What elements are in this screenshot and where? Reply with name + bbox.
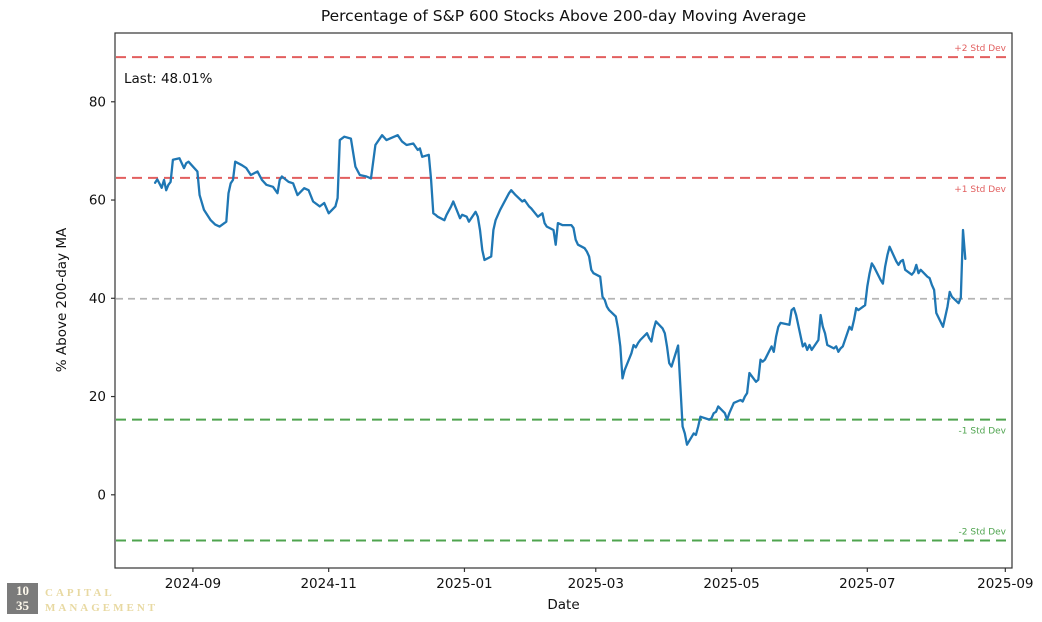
svg-text:2024-11: 2024-11 (300, 576, 356, 592)
logo-box: 10 35 (7, 583, 38, 614)
svg-text:2025-07: 2025-07 (839, 576, 895, 592)
svg-text:0: 0 (97, 487, 106, 503)
last-value-annotation: Last: 48.01% (124, 71, 213, 87)
svg-text:-1 Std Dev: -1 Std Dev (959, 427, 1007, 437)
svg-text:+2 Std Dev: +2 Std Dev (954, 44, 1006, 54)
logo-name-line1: CAPITAL (45, 587, 115, 599)
logo-box-number-bottom: 35 (16, 597, 29, 613)
logo-name-line2: MANAGEMENT (45, 602, 159, 614)
svg-text:20: 20 (89, 389, 106, 405)
x-axis-label: Date (547, 597, 580, 613)
svg-text:-2 Std Dev: -2 Std Dev (959, 527, 1007, 537)
svg-text:80: 80 (89, 94, 106, 110)
svg-text:2025-05: 2025-05 (703, 576, 759, 592)
logo-name: CAPITAL MANAGEMENT (45, 583, 158, 616)
logo-box-number-top: 10 (16, 583, 29, 598)
svg-text:2025-09: 2025-09 (977, 576, 1033, 592)
logo: 10 35 CAPITAL MANAGEMENT (7, 583, 158, 616)
svg-text:2024-09: 2024-09 (165, 576, 221, 592)
svg-text:60: 60 (89, 193, 106, 209)
svg-text:2025-01: 2025-01 (436, 576, 492, 592)
svg-text:2025-03: 2025-03 (568, 576, 624, 592)
svg-text:40: 40 (89, 291, 106, 307)
chart-title: Percentage of S&P 600 Stocks Above 200-d… (320, 7, 807, 25)
svg-text:+1 Std Dev: +1 Std Dev (954, 185, 1006, 195)
